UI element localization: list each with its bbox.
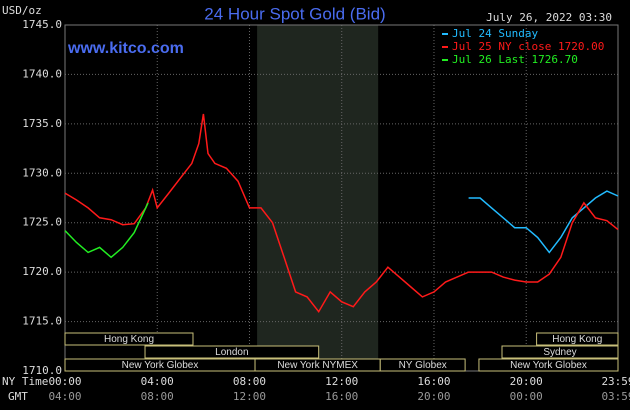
x-tick-label: 08:00 <box>233 375 266 388</box>
x-tick-label: 00:00 <box>48 375 81 388</box>
x-tick-label: 20:00 <box>510 375 543 388</box>
series-line <box>64 202 149 259</box>
x-tick-label: 04:00 <box>141 375 174 388</box>
x2-tick-label: 03:59 <box>601 390 630 403</box>
site-label: www.kitco.com <box>67 40 184 57</box>
timestamp: July 26, 2022 03:30 <box>486 11 612 24</box>
session-box <box>501 345 619 359</box>
y-tick-label: 1725.0 <box>22 216 62 229</box>
y-tick-label: 1710.0 <box>22 364 62 377</box>
x2-tick-label: 16:00 <box>325 390 358 403</box>
x-tick-label: 16:00 <box>417 375 450 388</box>
session-box <box>536 332 619 346</box>
session-label: Hong Kong <box>104 334 154 345</box>
series-line <box>468 190 619 254</box>
x2-axis-label: GMT <box>8 390 28 403</box>
x2-tick-label: 08:00 <box>141 390 174 403</box>
legend-label: Jul 24 Sunday <box>452 27 538 40</box>
y-axis-label: USD/oz <box>2 4 42 17</box>
y-tick-label: 1735.0 <box>22 117 62 130</box>
session-box <box>478 358 619 372</box>
legend-label: Jul 25 NY close 1720.00 <box>452 40 604 53</box>
x-tick-label: 12:00 <box>325 375 358 388</box>
y-tick-label: 1730.0 <box>22 166 62 179</box>
session-box <box>144 345 320 359</box>
session-band <box>257 25 379 371</box>
session-label: London <box>215 347 248 358</box>
x2-tick-label: 00:00 <box>510 390 543 403</box>
x2-tick-label: 12:00 <box>233 390 266 403</box>
session-label: New York Globex <box>122 360 199 371</box>
session-label: NY Globex <box>399 360 447 371</box>
session-box <box>379 358 466 372</box>
legend-label: Jul 26 Last 1726.70 <box>452 53 578 66</box>
y-tick-label: 1740.0 <box>22 67 62 80</box>
chart-title: 24 Hour Spot Gold (Bid) <box>204 4 385 23</box>
x-tick-label: 23:59 <box>601 375 630 388</box>
session-label: New York Globex <box>510 360 587 371</box>
session-label: New York NYMEX <box>277 360 358 371</box>
x2-tick-label: 04:00 <box>48 390 81 403</box>
x-axis-label: NY Time <box>2 375 48 388</box>
session-box <box>64 332 194 346</box>
x2-tick-label: 20:00 <box>417 390 450 403</box>
session-label: Hong Kong <box>552 334 602 345</box>
y-tick-label: 1715.0 <box>22 315 62 328</box>
y-tick-label: 1720.0 <box>22 265 62 278</box>
series-line <box>64 113 619 314</box>
y-tick-label: 1745.0 <box>22 18 62 31</box>
session-label: Sydney <box>543 347 576 358</box>
